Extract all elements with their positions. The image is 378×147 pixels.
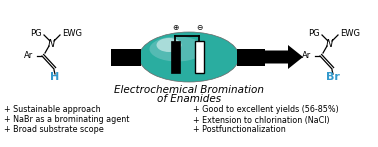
Bar <box>195 41 203 73</box>
Text: EWG: EWG <box>340 30 360 39</box>
Text: PG: PG <box>308 30 320 39</box>
Text: EWG: EWG <box>62 30 82 39</box>
Text: Ar: Ar <box>302 51 311 61</box>
Text: + NaBr as a brominating agent: + NaBr as a brominating agent <box>4 116 129 125</box>
Text: $\it{N}$: $\it{N}$ <box>325 37 335 49</box>
Ellipse shape <box>139 32 239 82</box>
Text: + Postfunctionalization: + Postfunctionalization <box>193 126 286 135</box>
Text: Electrochemical Bromination: Electrochemical Bromination <box>114 85 264 95</box>
Text: Br: Br <box>326 72 340 82</box>
Text: H: H <box>50 72 60 82</box>
Bar <box>111 49 141 66</box>
Text: $\it{N}$: $\it{N}$ <box>48 37 57 49</box>
Bar <box>170 41 180 73</box>
Text: ⊕: ⊕ <box>172 23 178 32</box>
Text: + Good to excellent yields (56-85%): + Good to excellent yields (56-85%) <box>193 106 339 115</box>
Text: + Sustainable approach: + Sustainable approach <box>4 106 101 115</box>
Text: + Extension to chlorination (NaCl): + Extension to chlorination (NaCl) <box>193 116 330 125</box>
Text: of Enamides: of Enamides <box>157 94 221 104</box>
Text: Ar: Ar <box>24 51 33 61</box>
Text: PG: PG <box>30 30 42 39</box>
Ellipse shape <box>150 36 204 61</box>
Ellipse shape <box>156 38 181 52</box>
Text: + Broad substrate scope: + Broad substrate scope <box>4 126 104 135</box>
Bar <box>237 49 265 66</box>
Polygon shape <box>265 45 303 69</box>
Text: ⊖: ⊖ <box>196 23 202 32</box>
